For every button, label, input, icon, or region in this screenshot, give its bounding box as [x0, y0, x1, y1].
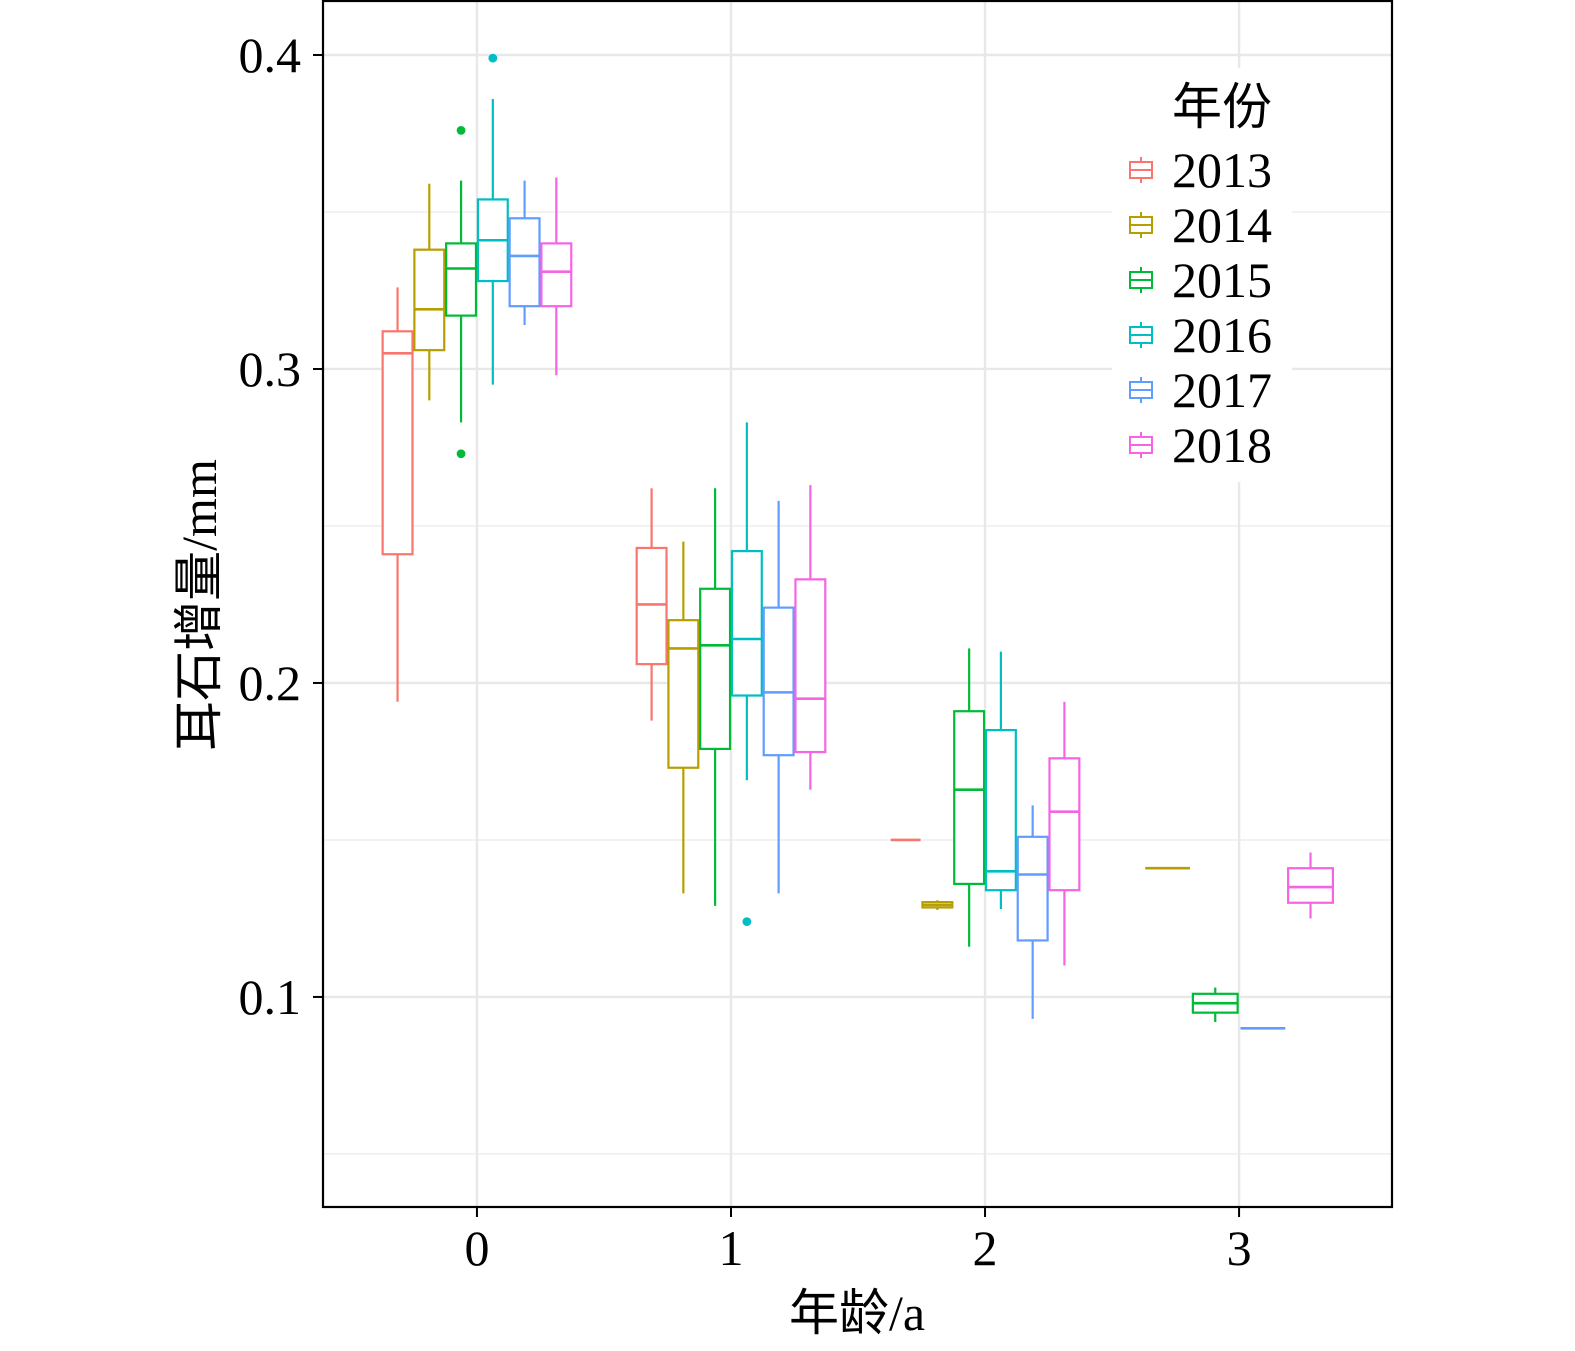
legend-key-icon: [1129, 322, 1153, 348]
iqr-box: [445, 242, 478, 317]
iqr-box: [794, 578, 827, 754]
iqr-box: [730, 549, 763, 697]
box-2015-age-3: [1191, 987, 1239, 1023]
box-2014-age-1: [667, 541, 700, 894]
axis-ticks: [313, 54, 1241, 1217]
legend-label: 2015: [1172, 252, 1272, 308]
outlier-point: [488, 53, 498, 63]
box-2016-age-0: [476, 53, 509, 385]
iqr-box: [1287, 867, 1335, 904]
legend-item-2016: 2016: [1129, 307, 1272, 363]
box-2015-age-0: [445, 125, 478, 459]
y-tick-label: 0.4: [239, 27, 302, 83]
box-2018-age-3: [1287, 852, 1335, 919]
outlier-point: [456, 125, 466, 135]
legend-key-icon: [1129, 267, 1153, 293]
legend-item-2013: 2013: [1129, 142, 1272, 198]
box-2017-age-0: [508, 180, 541, 326]
legend-label: 2017: [1172, 362, 1272, 418]
legend-item-2017: 2017: [1129, 362, 1272, 418]
iqr-box: [1048, 757, 1081, 892]
outlier-point: [742, 917, 752, 926]
outlier-point: [456, 449, 466, 459]
iqr-box: [762, 606, 795, 757]
y-tick-label: 0.3: [239, 341, 302, 397]
box-2018-age-0: [540, 177, 573, 376]
iqr-box: [413, 248, 446, 352]
iqr-box: [540, 242, 573, 308]
x-axis-title: 年龄/a: [789, 1285, 925, 1341]
iqr-box: [508, 217, 541, 308]
box-2014-age-0: [413, 183, 446, 401]
box-2015-age-1: [699, 488, 732, 906]
box-2013-age-1: [635, 488, 668, 721]
x-tick-label: 1: [718, 1220, 743, 1276]
y-axis-tick-labels: 0.1 0.2 0.3 0.4: [239, 27, 302, 1025]
iqr-box: [953, 710, 986, 886]
iqr-box: [984, 728, 1017, 892]
legend-label: 2013: [1172, 142, 1272, 198]
x-axis-tick-labels: 0 1 2 3: [464, 1220, 1251, 1276]
x-tick-label: 3: [1227, 1220, 1252, 1276]
legend-item-2015: 2015: [1129, 252, 1272, 308]
box-2014-age-2: [921, 900, 954, 910]
box-2016-age-2: [984, 651, 1017, 910]
iqr-box: [699, 587, 732, 751]
box-2017-age-1: [762, 500, 795, 894]
legend-item-2014: 2014: [1129, 197, 1272, 253]
legend-label: 2014: [1172, 197, 1272, 253]
y-axis-title: 耳石增量/mm: [171, 459, 227, 751]
legend-label: 2018: [1172, 417, 1272, 473]
legend-key-icon: [1129, 212, 1153, 238]
legend-key-icon: [1129, 157, 1153, 183]
boxplot-marks: [381, 53, 1335, 1030]
iqr-box: [635, 546, 668, 666]
legend-item-2018: 2018: [1129, 417, 1272, 473]
box-2016-age-1: [730, 422, 763, 926]
legend-key-icon: [1129, 377, 1153, 403]
x-tick-label: 0: [464, 1220, 489, 1276]
y-tick-label: 0.2: [239, 655, 302, 711]
y-tick-label: 0.1: [239, 969, 302, 1025]
iqr-box: [667, 619, 700, 769]
box-2017-age-2: [1016, 805, 1049, 1019]
iqr-box: [381, 330, 414, 556]
legend-label: 2016: [1172, 307, 1272, 363]
box-2018-age-1: [794, 485, 827, 790]
iqr-box: [1016, 835, 1049, 942]
legend-key-icon: [1129, 432, 1153, 458]
legend-title: 年份: [1172, 79, 1272, 135]
box-2013-age-0: [381, 287, 414, 702]
box-2015-age-2: [953, 648, 986, 947]
box-2018-age-2: [1048, 701, 1081, 966]
panel-border: [321, 0, 1394, 1209]
x-tick-label: 2: [973, 1220, 998, 1276]
